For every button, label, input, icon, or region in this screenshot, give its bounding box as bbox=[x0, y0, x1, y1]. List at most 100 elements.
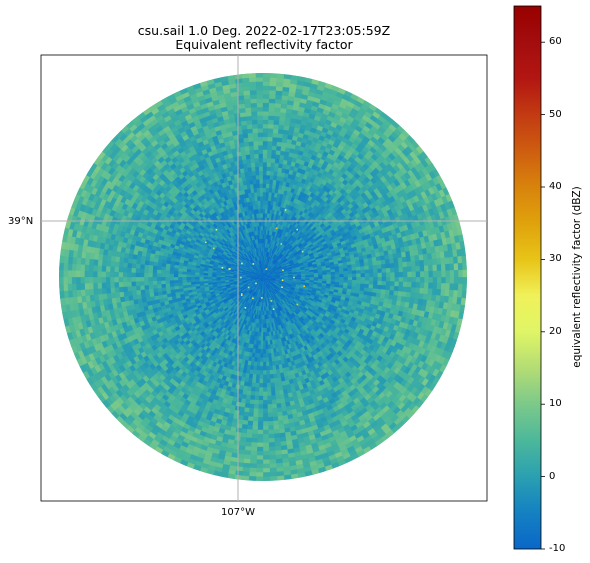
radar-gate bbox=[256, 183, 261, 189]
radar-gate bbox=[351, 279, 357, 284]
radar-gate bbox=[182, 274, 187, 278]
radar-gate bbox=[186, 274, 191, 278]
radar-gate bbox=[368, 284, 374, 289]
radar-gate bbox=[250, 162, 256, 168]
radar-gate bbox=[376, 284, 382, 290]
radar-gate bbox=[246, 158, 252, 164]
radar-gate bbox=[260, 200, 264, 205]
radar-gate bbox=[266, 174, 271, 180]
radar-gate bbox=[165, 273, 170, 278]
radar-gate bbox=[148, 288, 154, 294]
radar-gate bbox=[144, 284, 150, 290]
radar-gate bbox=[262, 208, 266, 214]
radar-gate bbox=[246, 162, 252, 168]
radar-gate bbox=[254, 162, 260, 167]
radar-gate bbox=[265, 183, 270, 189]
radar-gate bbox=[262, 387, 268, 392]
radar-gate bbox=[254, 387, 260, 392]
radar-gate bbox=[247, 166, 253, 172]
radar-gate bbox=[199, 272, 204, 276]
radar-gate bbox=[228, 276, 234, 279]
radar-gate bbox=[252, 179, 257, 185]
radar-gate bbox=[267, 344, 271, 350]
radar-gate bbox=[305, 275, 310, 278]
radar-gate bbox=[258, 336, 262, 341]
radar-gate bbox=[255, 382, 260, 388]
radar-gate bbox=[207, 276, 213, 280]
radar-gate bbox=[326, 269, 331, 273]
radar-gate bbox=[262, 370, 267, 375]
radar-gate bbox=[261, 230, 264, 235]
radar-gate bbox=[260, 344, 264, 350]
radar-gate bbox=[199, 278, 204, 282]
radar-gate bbox=[377, 276, 383, 282]
radar-gate bbox=[305, 276, 310, 279]
radar-gate bbox=[373, 268, 378, 274]
radar-gate bbox=[372, 260, 378, 266]
radar-gate bbox=[269, 365, 273, 371]
radar-gate bbox=[372, 264, 378, 270]
radar-gate bbox=[267, 340, 271, 345]
radar-gate bbox=[152, 287, 158, 293]
radar-gate bbox=[352, 276, 357, 281]
radar-gate bbox=[160, 276, 166, 281]
radar-gate bbox=[251, 378, 257, 384]
radar-gate bbox=[254, 200, 259, 206]
radar-gate bbox=[270, 166, 275, 172]
radar-gate bbox=[161, 266, 166, 271]
radar-gate bbox=[268, 352, 272, 358]
radar-gate bbox=[347, 282, 353, 287]
radar-gate bbox=[265, 348, 269, 354]
radar-gate bbox=[258, 166, 264, 171]
radar-gate bbox=[259, 374, 264, 380]
radar-gate bbox=[262, 349, 266, 354]
radar-gate bbox=[262, 174, 267, 180]
radar-gate bbox=[347, 264, 352, 269]
radar-gate bbox=[364, 283, 370, 289]
radar-gate bbox=[258, 208, 261, 214]
radar-gate bbox=[148, 280, 153, 286]
radar-gate bbox=[359, 262, 365, 267]
radar-gate bbox=[270, 162, 276, 168]
radar-gate bbox=[173, 270, 179, 275]
radar-gate bbox=[246, 390, 252, 396]
radar-gate bbox=[148, 264, 154, 270]
radar-gate bbox=[273, 377, 278, 383]
radar-gate bbox=[339, 279, 344, 283]
radar-gate bbox=[262, 200, 266, 205]
radar-gate bbox=[264, 319, 267, 324]
radar-gate bbox=[343, 276, 349, 281]
radar-gate bbox=[178, 282, 183, 287]
radar-gate bbox=[153, 291, 159, 297]
radar-gate bbox=[343, 279, 349, 284]
radar-gate bbox=[252, 374, 257, 379]
radar-gate bbox=[264, 213, 268, 218]
radar-gate bbox=[269, 378, 275, 384]
radar-gate bbox=[326, 274, 332, 278]
radar-gate bbox=[257, 348, 261, 354]
radar-gate bbox=[296, 275, 302, 278]
radar-gate bbox=[356, 276, 361, 281]
radar-gate bbox=[262, 179, 267, 184]
radar-gate bbox=[356, 273, 361, 278]
radar-gate bbox=[243, 167, 249, 173]
radar-gate bbox=[152, 280, 158, 285]
radar-gate bbox=[216, 278, 221, 281]
radar-gate bbox=[250, 158, 256, 164]
radar-gate bbox=[255, 209, 259, 214]
radar-gate bbox=[262, 344, 266, 350]
radar-gate bbox=[266, 179, 270, 184]
radar-gate bbox=[262, 306, 265, 312]
radar-gate bbox=[199, 274, 204, 278]
radar-gate bbox=[262, 183, 267, 188]
radar-gate bbox=[343, 267, 348, 272]
radar-gate bbox=[260, 196, 264, 201]
radar-gate bbox=[269, 374, 274, 379]
radar-gate bbox=[177, 270, 183, 275]
radar-gate bbox=[251, 382, 256, 388]
radar-gate bbox=[190, 274, 196, 278]
radar-gate bbox=[186, 279, 192, 283]
radar-gate bbox=[268, 361, 273, 367]
radar-gate bbox=[261, 238, 264, 244]
radar-gate bbox=[261, 319, 264, 324]
